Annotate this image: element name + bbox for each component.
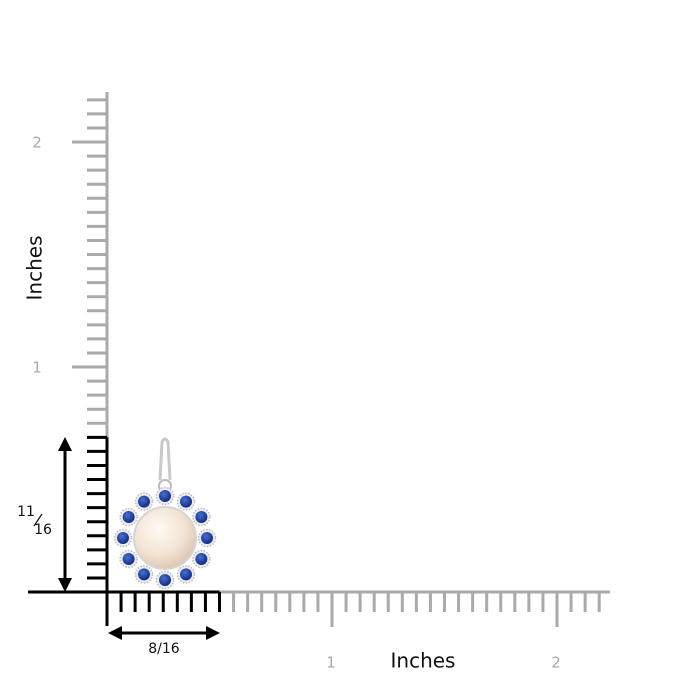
pendant-image: [113, 437, 217, 590]
sapphire: [138, 495, 150, 508]
sapphire: [201, 532, 213, 544]
sapphire: [159, 490, 171, 502]
rulers: [28, 92, 610, 627]
width-label: 8/16: [148, 641, 180, 657]
sapphire: [180, 495, 192, 508]
width-arrow: [108, 626, 220, 640]
height-denominator: 16: [34, 522, 52, 538]
sapphire: [117, 532, 129, 544]
sapphire: [159, 574, 171, 586]
height-numerator: 11: [17, 504, 35, 520]
y-axis-label: Inches: [23, 236, 47, 301]
y-tick-label: 1: [32, 359, 42, 377]
x-tick-label: 2: [551, 654, 561, 672]
sapphire: [122, 511, 135, 523]
x-axis-label: Inches: [391, 649, 456, 673]
y-tick-label: 2: [32, 134, 42, 152]
height-arrow: [58, 437, 72, 592]
sapphire: [195, 511, 208, 523]
x-tick-label: 1: [326, 654, 336, 672]
sapphire: [195, 553, 208, 565]
sapphire: [180, 568, 192, 581]
fraction-slash: [33, 513, 43, 527]
sapphire: [122, 553, 135, 565]
sapphire: [138, 568, 150, 581]
